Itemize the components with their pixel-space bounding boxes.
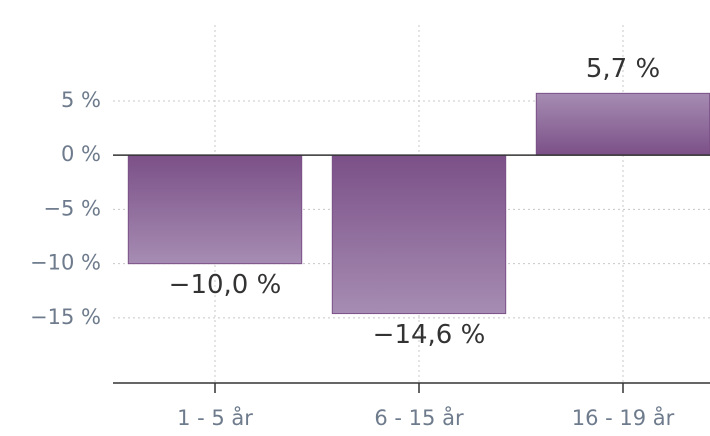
x-tick-label: 1 - 5 år — [177, 405, 253, 430]
y-tick-label: 5 % — [61, 88, 101, 112]
x-tick-label: 16 - 19 år — [572, 405, 675, 430]
value-label: −14,6 % — [373, 320, 486, 350]
bar — [535, 92, 710, 156]
value-label: 5,7 % — [586, 54, 660, 84]
value-label: −10,0 % — [169, 270, 282, 300]
bar — [127, 154, 303, 265]
y-tick-label: 0 % — [61, 142, 101, 166]
y-tick-label: −15 % — [30, 305, 101, 329]
y-tick-label: −5 % — [43, 196, 101, 220]
bar — [331, 154, 507, 315]
x-tick-label: 6 - 15 år — [374, 405, 464, 430]
y-tick-label: −10 % — [30, 251, 101, 275]
